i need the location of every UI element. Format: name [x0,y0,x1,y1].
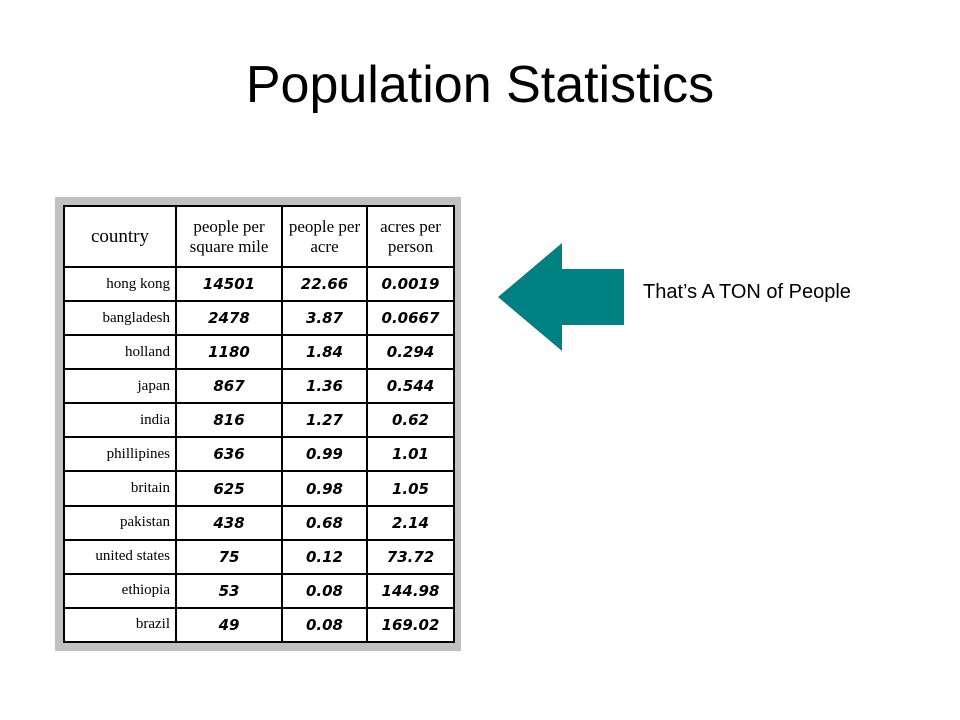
table-row: britain 625 0.98 1.05 [63,470,455,507]
table-row: hong kong 14501 22.66 0.0019 [63,265,455,303]
value-cell: 0.08 [281,572,368,609]
value-cell: 53 [175,572,283,609]
column-header: people per square mile [175,205,283,268]
country-cell: phillipines [63,436,177,473]
value-cell: 49 [175,606,283,644]
country-cell: holland [63,334,177,371]
value-cell: 2478 [175,300,283,337]
slide-title: Population Statistics [245,56,715,114]
value-cell: 1180 [175,334,283,371]
country-cell: pakistan [63,504,177,541]
table-row: ethiopia 53 0.08 144.98 [63,572,455,609]
column-header: acres per person [366,205,455,268]
arrow [498,243,624,351]
value-cell: 3.87 [281,300,368,337]
country-cell: hong kong [63,265,177,303]
table-row: phillipines 636 0.99 1.01 [63,436,455,473]
value-cell: 0.68 [281,504,368,541]
value-cell: 1.84 [281,334,368,371]
country-cell: britain [63,470,177,507]
value-cell: 867 [175,368,283,405]
value-cell: 0.08 [281,606,368,644]
callout-text: That’s A TON of People [643,281,851,303]
value-cell: 0.12 [281,538,368,575]
value-cell: 0.0019 [366,265,455,303]
value-cell: 0.99 [281,436,368,473]
value-cell: 625 [175,470,283,507]
value-cell: 14501 [175,265,283,303]
value-cell: 22.66 [281,265,368,303]
value-cell: 1.36 [281,368,368,405]
table-frame: country people per square mile people per … [55,197,461,651]
header-row: country people per square mile people per … [63,205,455,268]
value-cell: 1.05 [366,470,455,507]
table-row: india 816 1.27 0.62 [63,402,455,439]
table-row: brazil 49 0.08 169.02 [63,606,455,644]
country-cell: japan [63,368,177,405]
table-row: japan 867 1.36 0.544 [63,368,455,405]
value-cell: 0.544 [366,368,455,405]
value-cell: 169.02 [366,606,455,644]
table-row: pakistan 438 0.68 2.14 [63,504,455,541]
country-cell: bangladesh [63,300,177,337]
column-header: country [63,205,177,268]
value-cell: 73.72 [366,538,455,575]
population-table: country people per square mile people per … [63,205,455,644]
value-cell: 0.62 [366,402,455,439]
country-cell: united states [63,538,177,575]
value-cell: 636 [175,436,283,473]
value-cell: 438 [175,504,283,541]
table-row: holland 1180 1.84 0.294 [63,334,455,371]
value-cell: 0.294 [366,334,455,371]
value-cell: 1.27 [281,402,368,439]
country-cell: india [63,402,177,439]
column-header: people per acre [281,205,368,268]
value-cell: 1.01 [366,436,455,473]
value-cell: 0.0667 [366,300,455,337]
value-cell: 816 [175,402,283,439]
country-cell: brazil [63,606,177,644]
value-cell: 0.98 [281,470,368,507]
table-row: bangladesh 2478 3.87 0.0667 [63,300,455,337]
value-cell: 2.14 [366,504,455,541]
value-cell: 144.98 [366,572,455,609]
value-cell: 75 [175,538,283,575]
table-body: hong kong 14501 22.66 0.0019 bangladesh 2478 3… [63,265,455,644]
country-cell: ethiopia [63,572,177,609]
table-row: united states 75 0.12 73.72 [63,538,455,575]
